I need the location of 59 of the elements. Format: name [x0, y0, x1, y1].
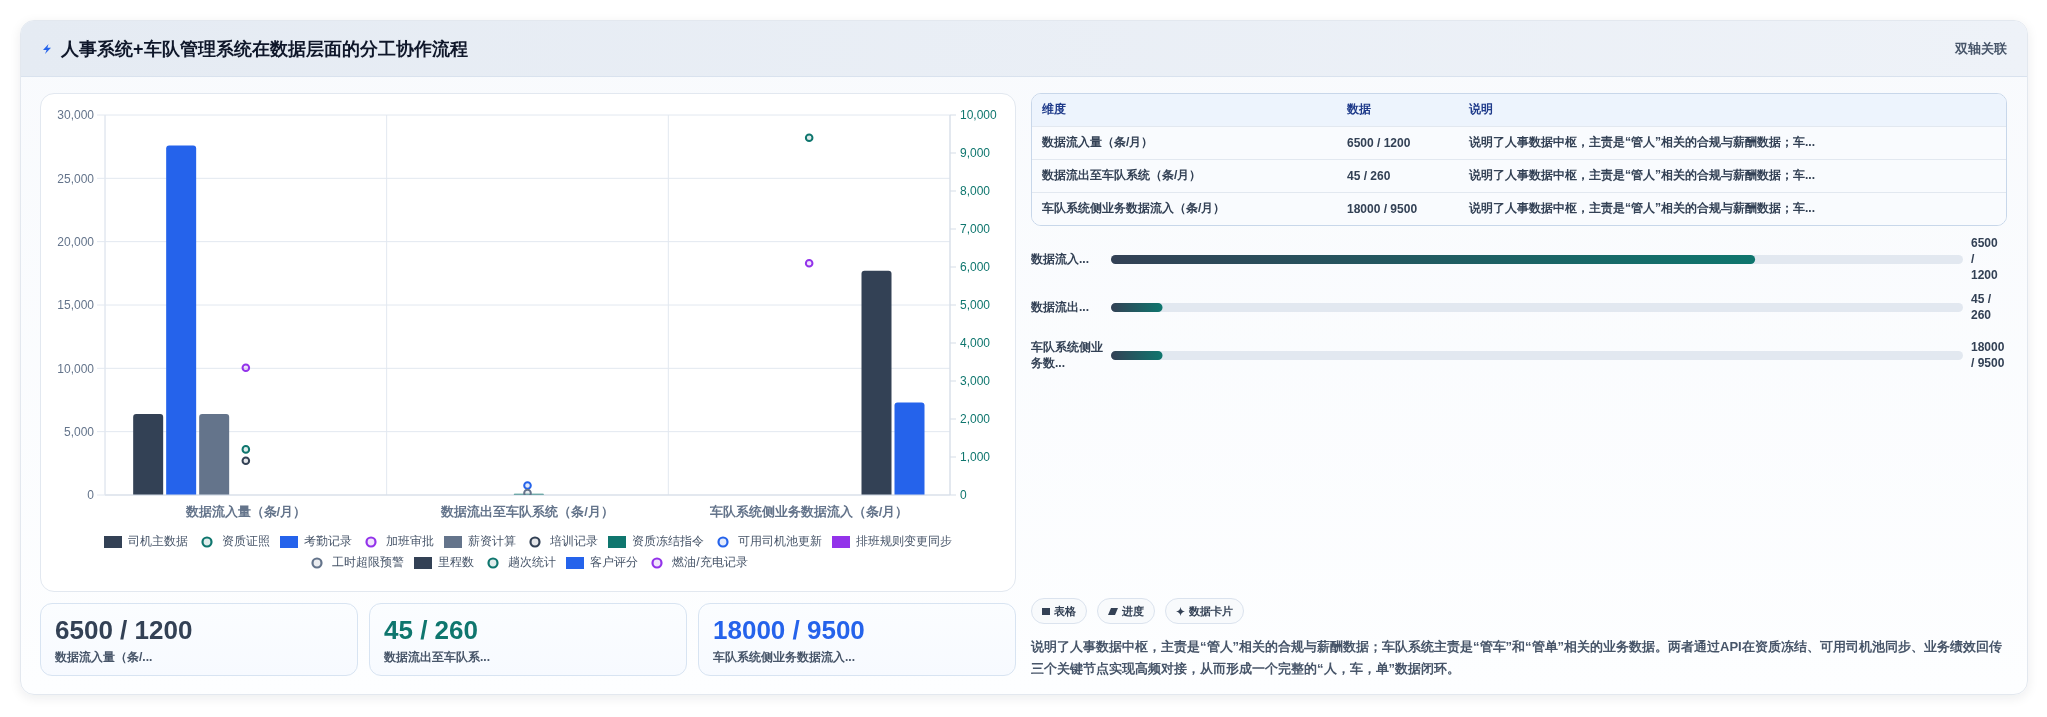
- text: 6500 / 1200: [1971, 235, 1999, 283]
- stat-card: 45 / 260 数据流出至车队系...: [369, 603, 687, 676]
- y-tick-label: 25,000: [57, 171, 95, 186]
- tag-chip: 进度: [1097, 598, 1155, 624]
- y2-tick-label: 7,000: [960, 222, 991, 237]
- y2-tick-label: 10,000: [960, 108, 998, 123]
- text: 说明了人事数据中枢，主责是“管人”相关的合规与薪酬数据；车...: [1468, 200, 1816, 218]
- text: 双轴关联: [1955, 40, 2007, 58]
- stat-card: 6500 / 1200 数据流入量（条/...: [40, 603, 358, 676]
- tag-chip: 数据卡片: [1165, 598, 1244, 624]
- stat-card: 18000 / 9500 车队系统侧业务数据流入...: [698, 603, 1016, 676]
- legend-label: 里程数: [438, 554, 475, 571]
- y2-tick-label: 6,000: [960, 260, 991, 275]
- y2-tick-label: 3,000: [960, 374, 991, 389]
- text: 说明了人事数据中枢，主责是“管人”相关的合规与薪酬数据；车队系统主责是“管车”和“管单”相关的业务数据。两者通过API在资质冻结、可用司机池同步、业务绩效回传三个关键节点实现高频对接，从而形成一个完整的“人，车，单”数据闭环。: [1031, 638, 2003, 678]
- y2-tick-label: 8,000: [960, 184, 991, 199]
- y-tick-label: 20,000: [57, 234, 95, 249]
- text: 18000 / 9500: [1971, 339, 2005, 371]
- y-tick-label: 数据流出...: [1031, 299, 1090, 315]
- text: 6500 / 1200: [1346, 134, 1412, 152]
- text: 45 / 260: [1971, 291, 1993, 323]
- y2-tick-label: 4,000: [960, 336, 991, 351]
- chart-title: 人事系统+车队管理系统在数据层面的分工协作流程: [61, 38, 468, 61]
- y-tick-label: 30,000: [57, 108, 95, 123]
- legend-label: 排班规则变更同步: [856, 533, 952, 550]
- text: 数据流入量（条/月）: [1041, 134, 1155, 151]
- legend-label: 趟次统计: [508, 554, 557, 571]
- y-tick-label: 5,000: [63, 424, 95, 439]
- y2-tick-label: 2,000: [960, 412, 991, 427]
- legend-label: 客户评分: [590, 554, 639, 571]
- text: 数据流出至车队系统（条/月）: [1041, 167, 1203, 184]
- text: 车队系统侧业务数据流入（条/月）: [1041, 200, 1227, 218]
- y-tick-label: 15,000: [57, 298, 95, 313]
- legend-label: 工时超限预警: [332, 554, 405, 571]
- y-tick-label: 数据流入...: [1031, 251, 1090, 267]
- text: 45 / 260: [1346, 167, 1392, 185]
- y2-tick-label: 1,000: [960, 450, 991, 465]
- legend-label: 司机主数据: [128, 533, 188, 550]
- legend-label: 资质冻结指令: [632, 533, 704, 550]
- legend-label: 加班审批: [386, 533, 434, 550]
- legend-label: 燃油/充电记录: [672, 554, 748, 571]
- text: 18000 / 9500: [1346, 200, 1419, 218]
- y-tick-label: 车队系统侧业务数...: [1031, 339, 1104, 371]
- legend-label: 培训记录: [550, 533, 598, 550]
- y2-tick-label: 0: [960, 488, 967, 503]
- y2-tick-label: 5,000: [960, 298, 991, 313]
- legend-label: 可用司机池更新: [738, 533, 822, 550]
- text: 说明了人事数据中枢，主责是“管人”相关的合规与薪酬数据；车...: [1468, 134, 1816, 151]
- tag-chip: 表格: [1031, 598, 1087, 624]
- y-tick-label: 10,000: [57, 361, 95, 376]
- y2-tick-label: 9,000: [960, 146, 991, 161]
- x-tick-label: 数据流出至车队系统（条/月）: [440, 504, 614, 520]
- legend-label: 薪资计算: [468, 533, 516, 550]
- text: 说明了人事数据中枢，主责是“管人”相关的合规与薪酬数据；车...: [1468, 167, 1816, 184]
- x-tick-label: 数据流入量（条/月）: [184, 504, 307, 520]
- x-tick-label: 车队系统侧业务数据流入（条/月）: [708, 504, 909, 520]
- y-tick-label: 0: [87, 488, 95, 503]
- legend-label: 资质证照: [222, 533, 270, 550]
- legend-label: 考勤记录: [304, 533, 352, 550]
